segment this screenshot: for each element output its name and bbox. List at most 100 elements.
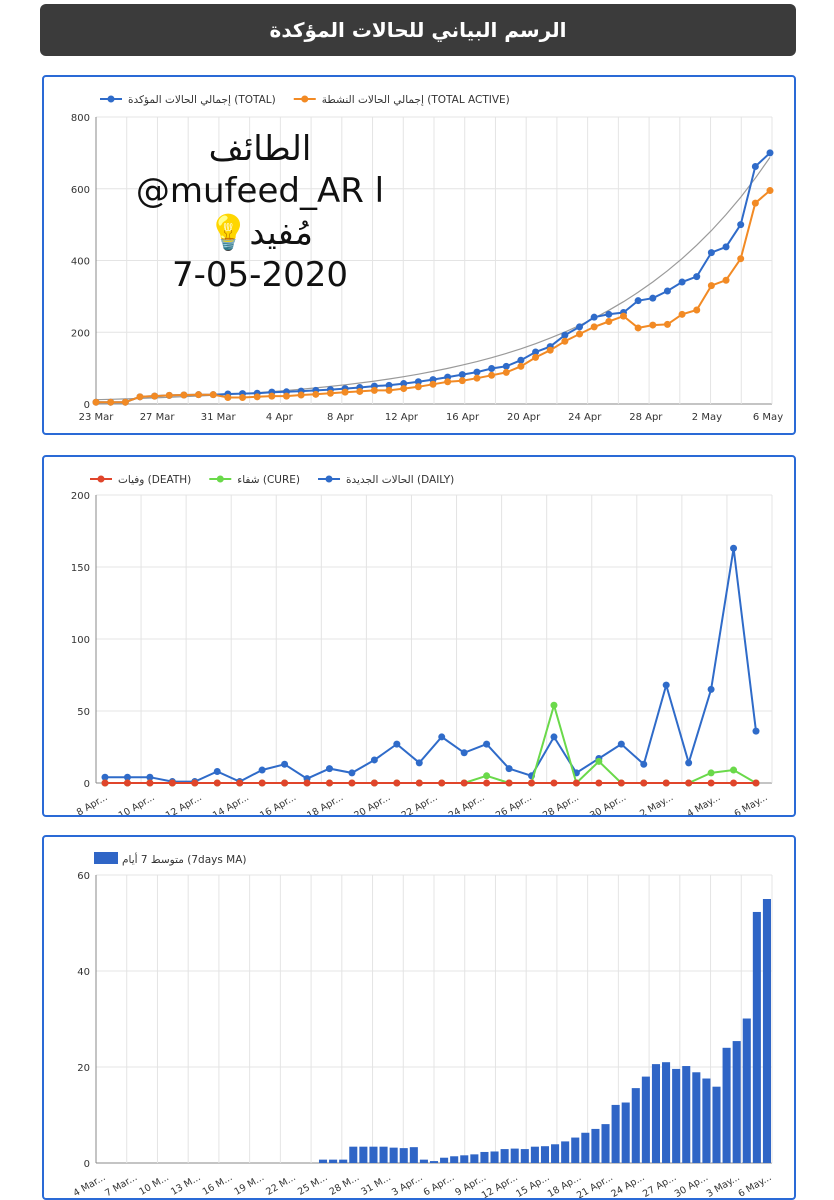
data-point xyxy=(707,282,715,290)
data-point xyxy=(101,779,109,787)
data-point xyxy=(268,392,276,400)
data-point xyxy=(258,766,266,774)
legend-label: الحالات الجديدة (DAILY) xyxy=(346,474,454,486)
data-point xyxy=(341,388,349,396)
data-point xyxy=(92,398,100,406)
data-point xyxy=(239,394,247,402)
data-point xyxy=(400,385,408,393)
data-point xyxy=(528,779,536,787)
data-point xyxy=(370,756,378,764)
data-point xyxy=(730,766,738,774)
data-point xyxy=(605,317,613,325)
data-point xyxy=(550,733,558,741)
y-tick-label: 150 xyxy=(71,563,90,574)
y-tick-label: 60 xyxy=(77,871,90,882)
data-point xyxy=(649,294,657,302)
data-point xyxy=(766,149,774,157)
x-tick-label: 8 Apr... xyxy=(75,792,110,815)
x-tick-label: 12 Apr... xyxy=(480,1172,520,1198)
data-point xyxy=(663,320,671,328)
moving-average-chart: 0 20 40 60 4 Mar...7 Mar...10 M...13 M...16 … xyxy=(72,852,774,1198)
data-point xyxy=(325,765,333,773)
data-point xyxy=(191,779,199,787)
x-tick-label: 20 Apr xyxy=(507,412,541,423)
data-point xyxy=(438,779,446,787)
y-tick-label: 600 xyxy=(71,185,90,196)
data-point xyxy=(572,779,580,787)
data-point xyxy=(663,287,671,295)
data-point xyxy=(722,243,730,251)
data-point xyxy=(532,348,540,356)
data-point xyxy=(393,740,401,748)
data-point xyxy=(561,331,569,339)
data-point xyxy=(146,779,154,787)
data-point xyxy=(414,383,422,391)
legend-label: إجمالي الحالات المؤكدة (TOTAL) xyxy=(128,94,276,106)
data-point xyxy=(460,749,468,757)
data-point xyxy=(751,199,759,207)
watermark-city: الطائف xyxy=(208,129,312,169)
bar xyxy=(500,1149,509,1163)
y-tick-label: 400 xyxy=(71,257,90,268)
data-point xyxy=(561,337,569,345)
x-tick-label: 18 Apr... xyxy=(305,792,345,815)
data-point xyxy=(348,779,356,787)
x-tick-label: 22 M... xyxy=(264,1172,298,1198)
data-point xyxy=(640,760,648,768)
data-point xyxy=(595,779,603,787)
x-tick-label: 19 M... xyxy=(233,1172,267,1198)
x-tick-label: 6 Apr... xyxy=(422,1172,457,1198)
x-tick-label: 4 Mar... xyxy=(72,1172,108,1198)
bar xyxy=(510,1148,519,1163)
data-point xyxy=(195,391,203,399)
data-point xyxy=(502,368,510,376)
data-point xyxy=(348,769,356,777)
data-point xyxy=(707,779,715,787)
data-point xyxy=(180,391,188,399)
page-title: الرسم البياني للحالات المؤكدة xyxy=(269,18,567,42)
bar xyxy=(329,1159,338,1163)
y-tick-label: 50 xyxy=(77,707,90,718)
data-point xyxy=(438,733,446,741)
bar xyxy=(722,1047,731,1163)
bar xyxy=(712,1086,721,1163)
x-tick-label: 7 Mar... xyxy=(103,1172,139,1198)
data-point xyxy=(550,701,558,709)
data-point xyxy=(505,779,513,787)
bar xyxy=(601,1124,610,1163)
data-point xyxy=(693,306,701,314)
data-point xyxy=(693,273,701,281)
bar xyxy=(682,1066,691,1163)
data-point xyxy=(414,378,422,386)
data-point xyxy=(502,362,510,370)
daily-chart: 0 50 100 150 200 8 Apr... 10 Apr... 12 Apr... 14… xyxy=(71,474,773,815)
data-point xyxy=(356,387,364,395)
bar xyxy=(450,1156,459,1163)
data-point xyxy=(722,276,730,284)
y-tick-label: 100 xyxy=(71,635,90,646)
data-point xyxy=(488,371,496,379)
data-point xyxy=(662,681,670,689)
data-point xyxy=(483,772,491,780)
bar xyxy=(419,1159,428,1163)
x-tick-label: 23 Mar xyxy=(79,412,115,423)
daily-chart-panel: 0 50 100 150 200 8 Apr... 10 Apr... 12 Apr... 14… xyxy=(42,455,796,817)
data-point xyxy=(213,779,221,787)
x-tick-label: 27 Mar xyxy=(140,412,176,423)
y-tick-label: 200 xyxy=(71,491,90,502)
data-point xyxy=(123,773,131,781)
data-point xyxy=(281,760,289,768)
data-point xyxy=(517,356,525,364)
x-tick-label: 10 Apr... xyxy=(117,792,157,815)
data-point xyxy=(281,779,289,787)
data-point xyxy=(393,779,401,787)
data-point xyxy=(678,278,686,286)
data-point xyxy=(766,187,774,195)
data-point xyxy=(297,391,305,399)
bar xyxy=(762,899,771,1163)
data-point xyxy=(590,323,598,331)
data-point xyxy=(151,392,159,400)
bar xyxy=(440,1157,449,1163)
bar xyxy=(409,1147,418,1163)
x-tick-label: 24 Apr xyxy=(568,412,602,423)
